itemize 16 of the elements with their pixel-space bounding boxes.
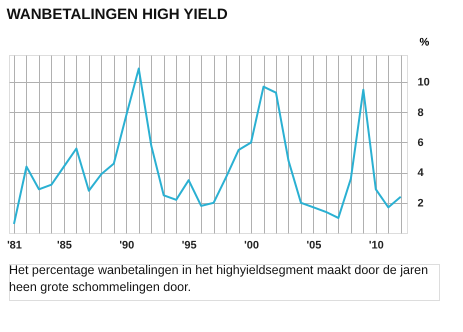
x-tick-label: '00 [244, 240, 259, 252]
y-tick-label: 4 [418, 167, 424, 180]
x-tick-label: '85 [56, 240, 72, 252]
y-axis-title: % [420, 36, 430, 48]
text: Het percentage wanbetalingen in het highyieldsegment maakt door de jaren heen grote schommelingen door. [9, 263, 428, 294]
x-tick-label: '10 [368, 240, 384, 252]
x-tick-label: '05 [306, 240, 322, 252]
y-tick-label: 8 [418, 106, 424, 119]
line-series [12, 68, 402, 225]
chart-title: WANBETALINGEN HIGH YIELD [6, 6, 228, 23]
y-tick-label: 6 [418, 136, 424, 149]
x-tick-label: '81 [7, 240, 22, 252]
x-tick-label: '90 [119, 240, 134, 252]
y-tick-label: 2 [418, 197, 424, 210]
x-tick-label: '95 [182, 240, 197, 252]
y-tick-label: 10 [418, 76, 430, 89]
